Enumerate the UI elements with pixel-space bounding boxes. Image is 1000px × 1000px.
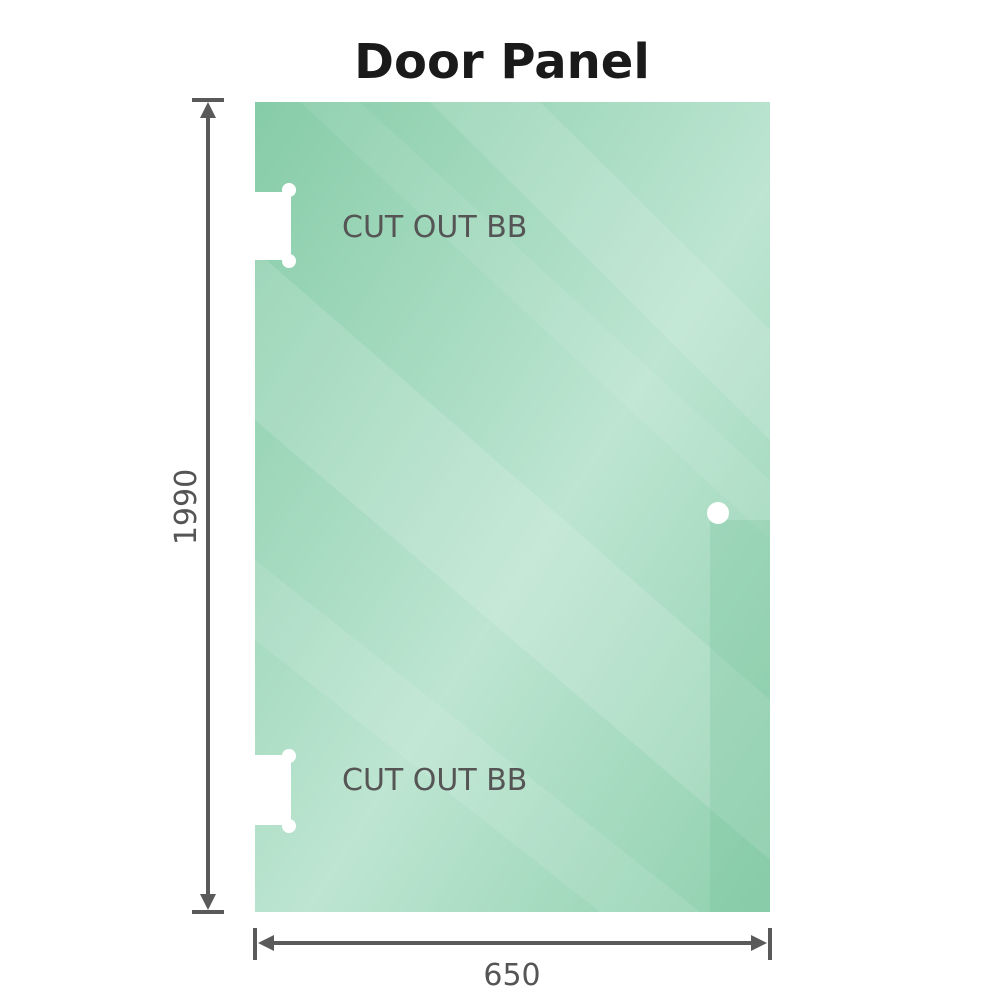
cutout-bottom [253, 749, 296, 833]
height-label: 1990 [169, 469, 204, 545]
cutout-top [253, 183, 296, 268]
glass-panel: CUT OUT BB CUT OUT BB [253, 102, 770, 912]
height-dimension [192, 98, 224, 914]
width-label: 650 [483, 958, 540, 993]
cutout-bottom-label: CUT OUT BB [342, 763, 527, 798]
cutout-top-label: CUT OUT BB [342, 210, 527, 245]
diagram-title: Door Panel [354, 34, 650, 90]
handle-hole [707, 502, 729, 524]
glass-reflections [255, 102, 770, 912]
width-dimension [253, 928, 772, 960]
